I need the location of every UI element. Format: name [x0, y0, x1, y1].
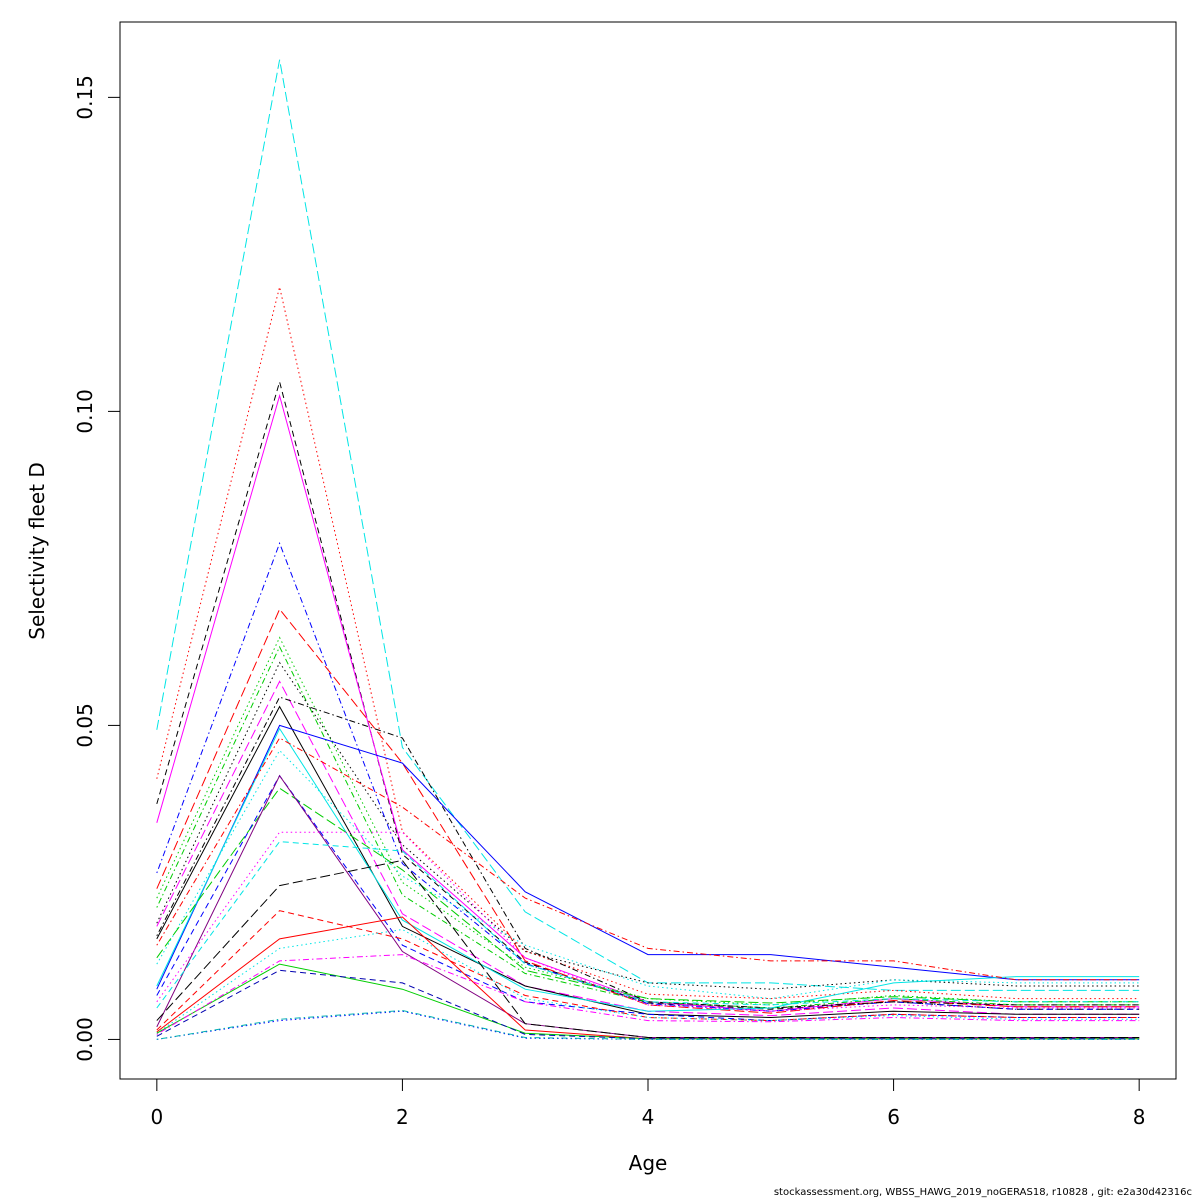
footer-note: stockassessment.org, WBSS_HAWG_2019_noGE…: [773, 1187, 1192, 1198]
y-tick-label: 0.00: [73, 1017, 97, 1062]
series-line-16: [156, 749, 1140, 1000]
x-axis-title: Age: [629, 1151, 668, 1175]
series-line-20: [156, 831, 1140, 1012]
series-line-2: [156, 286, 1140, 1000]
x-tick-label: 8: [1133, 1105, 1146, 1129]
y-tick-label: 0.10: [73, 389, 97, 434]
series-line-1: [156, 59, 1140, 991]
series-line-7: [156, 636, 1140, 1006]
y-tick-label: 0.05: [73, 703, 97, 748]
series-line-5: [156, 541, 1140, 1012]
y-tick-label: 0.15: [73, 75, 97, 120]
series-line-12: [156, 705, 1140, 1019]
series-line-27: [156, 954, 1140, 1035]
series-line-30: [156, 1009, 1140, 1040]
series-line-14: [156, 727, 1140, 1012]
series-line-11: [156, 696, 1140, 1009]
x-tick-label: 6: [887, 1105, 900, 1129]
y-axis: 0.00 0.05 0.10 0.15: [73, 75, 121, 1062]
series-layer: [156, 59, 1140, 1040]
x-tick-label: 2: [396, 1105, 409, 1129]
series-line-6: [156, 608, 1140, 1014]
series-line-29: [156, 1010, 1140, 1040]
series-line-28: [156, 969, 1140, 1040]
series-line-3: [156, 380, 1140, 1010]
plot-area-frame: [119, 21, 1177, 1080]
series-line-23: [156, 910, 1140, 1031]
series-line-18: [156, 774, 1140, 1022]
series-line-10: [156, 680, 1140, 1017]
x-axis: 0 2 4 6 8: [150, 1078, 1146, 1129]
series-line-15: [156, 737, 1140, 981]
series-line-8: [156, 645, 1140, 1009]
y-axis-title: Selectivity fleet D: [25, 462, 49, 640]
series-line-17: [156, 787, 1140, 1004]
x-tick-label: 4: [642, 1105, 655, 1129]
series-line-13: [156, 724, 1140, 990]
series-line-22: [156, 859, 1140, 1038]
series-line-4: [156, 393, 1140, 1012]
series-line-26: [156, 963, 1140, 1040]
series-line-21: [156, 841, 1140, 1009]
x-tick-label: 0: [150, 1105, 163, 1129]
series-line-9: [156, 661, 1140, 990]
